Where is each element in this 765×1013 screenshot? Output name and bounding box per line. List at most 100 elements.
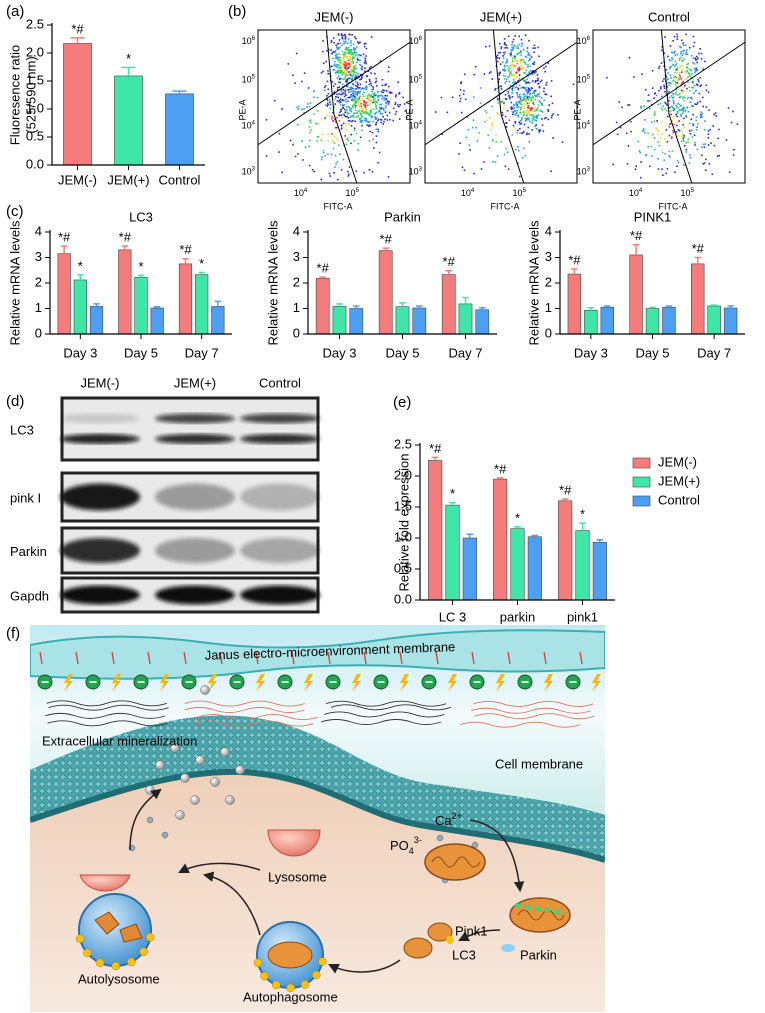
engulfed-mitochondrion xyxy=(267,941,313,969)
event-dot xyxy=(344,61,346,64)
y-tick-label: 3 xyxy=(545,249,552,264)
event-dot xyxy=(679,96,682,98)
event-dot xyxy=(527,51,530,54)
event-dot xyxy=(538,55,540,58)
event-dot xyxy=(347,139,350,142)
event-dot xyxy=(532,102,535,104)
event-dot xyxy=(644,88,647,91)
event-dot xyxy=(359,95,361,98)
event-dot xyxy=(356,94,359,97)
event-dot xyxy=(695,116,698,118)
event-dot xyxy=(494,87,497,90)
event-dot xyxy=(281,171,283,174)
event-dot xyxy=(676,105,678,108)
event-dot xyxy=(374,103,377,105)
event-dot xyxy=(535,116,538,119)
event-dot xyxy=(519,60,522,62)
event-dot xyxy=(680,83,683,85)
event-dot xyxy=(336,96,339,98)
axis-tick-label: 105 xyxy=(409,74,423,85)
event-dot xyxy=(693,92,695,94)
event-dot xyxy=(670,77,672,79)
event-dot xyxy=(320,72,323,74)
event-dot xyxy=(375,100,378,103)
event-dot xyxy=(514,65,516,67)
event-dot xyxy=(352,74,355,76)
event-dot xyxy=(498,98,500,101)
event-dot xyxy=(385,97,388,100)
error-bar xyxy=(445,270,452,275)
event-dot xyxy=(330,65,333,68)
event-dot xyxy=(345,65,348,68)
event-dot xyxy=(383,109,385,111)
bar xyxy=(73,279,87,335)
event-dot xyxy=(363,119,366,122)
event-dot xyxy=(349,57,351,60)
event-dot xyxy=(334,60,336,63)
event-dot xyxy=(513,126,515,129)
event-dot xyxy=(540,97,543,99)
event-dot xyxy=(330,153,333,156)
event-dot xyxy=(334,121,337,123)
event-dot xyxy=(344,75,347,77)
event-dot xyxy=(521,42,523,45)
event-dot xyxy=(339,56,341,59)
event-dot xyxy=(337,96,340,99)
event-dot xyxy=(661,108,664,111)
event-dot xyxy=(365,85,367,88)
event-dot xyxy=(526,92,529,95)
event-dot xyxy=(701,113,703,115)
event-dot xyxy=(367,120,369,123)
event-dot xyxy=(498,92,501,95)
event-dot xyxy=(333,135,336,138)
event-dot xyxy=(320,158,323,161)
event-dot xyxy=(675,76,677,79)
event-dot xyxy=(338,99,341,102)
event-dot xyxy=(538,92,540,95)
event-dot xyxy=(360,67,362,70)
event-dot xyxy=(657,103,659,106)
event-dot xyxy=(505,98,508,100)
event-dot xyxy=(669,114,672,117)
error-bar xyxy=(61,245,68,254)
y-tick-label: 0 xyxy=(293,325,300,340)
event-dot xyxy=(513,74,515,76)
event-dot xyxy=(353,56,356,59)
event-dot xyxy=(337,47,339,49)
event-dot xyxy=(341,116,343,119)
event-dot xyxy=(336,178,339,181)
event-dot xyxy=(525,112,528,114)
bar xyxy=(691,263,705,335)
event-dot xyxy=(357,149,359,152)
collagen-fiber xyxy=(46,700,167,707)
event-dot xyxy=(680,115,683,117)
event-dot xyxy=(687,96,690,99)
event-dot xyxy=(308,164,311,167)
event-dot xyxy=(336,112,339,115)
event-dot xyxy=(352,43,355,45)
event-dot xyxy=(498,72,501,75)
plot-frame xyxy=(592,29,746,184)
event-dot xyxy=(361,68,363,71)
y-tick-label: 1.5 xyxy=(26,72,44,87)
calcium-phosphate xyxy=(161,831,169,839)
event-dot xyxy=(524,79,526,82)
event-dot xyxy=(332,147,335,150)
event-dot xyxy=(664,152,666,155)
event-dot xyxy=(348,55,351,58)
y-tick-label: 1 xyxy=(35,300,42,315)
event-dot xyxy=(716,155,719,158)
event-dot xyxy=(528,57,531,60)
event-dot xyxy=(512,124,515,127)
event-dot xyxy=(491,122,494,124)
event-dot xyxy=(681,65,683,67)
event-dot xyxy=(352,87,354,90)
event-dot xyxy=(340,114,343,116)
event-dot xyxy=(384,111,387,113)
event-dot xyxy=(658,89,660,92)
event-dot xyxy=(523,93,526,95)
event-dot xyxy=(518,95,521,98)
event-dot xyxy=(551,114,553,117)
event-dot xyxy=(644,131,646,134)
collagen-fiber xyxy=(473,700,594,707)
